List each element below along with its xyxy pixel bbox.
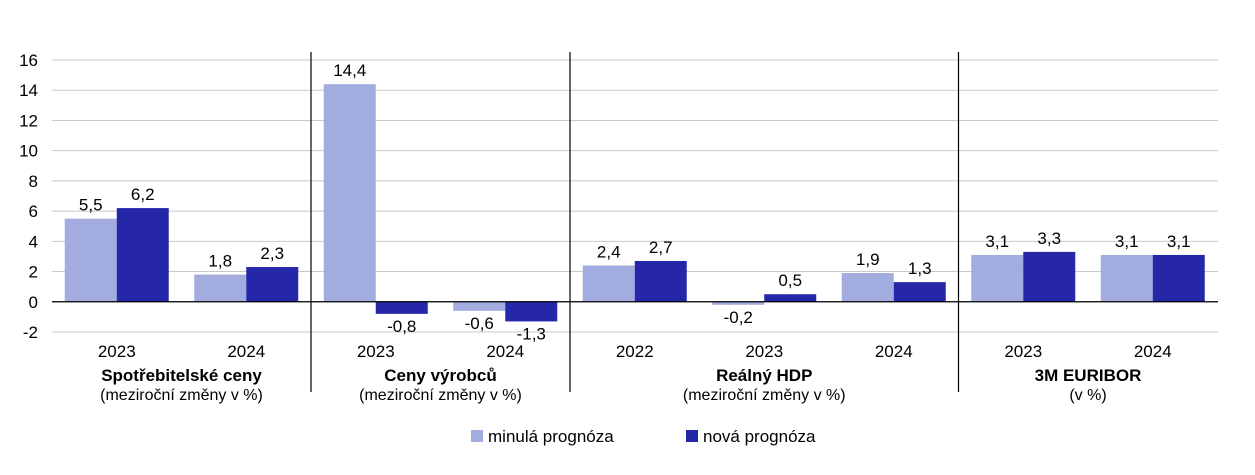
data-label: 3,1 <box>1167 232 1191 251</box>
y-tick-label: 8 <box>29 172 38 191</box>
group-subtitle: (meziroční změny v %) <box>100 387 263 404</box>
data-label: 2,3 <box>260 244 284 263</box>
bar <box>634 260 687 302</box>
bar <box>1152 254 1205 302</box>
data-label: 3,3 <box>1037 229 1061 248</box>
x-tick-label: 2024 <box>227 342 265 361</box>
x-tick-label: 2023 <box>1004 342 1042 361</box>
bar <box>893 282 946 302</box>
x-tick-label: 2023 <box>745 342 783 361</box>
data-label: -0,6 <box>465 314 494 333</box>
data-label: 14,4 <box>333 61 366 80</box>
legend-label: nová prognóza <box>703 427 816 446</box>
bar <box>841 273 894 302</box>
group-subtitle: (meziroční změny v %) <box>683 387 846 404</box>
group-title: 3M EURIBOR <box>1035 366 1142 385</box>
group-title: Reálný HDP <box>716 366 812 385</box>
y-tick-label: 16 <box>19 51 38 70</box>
data-label: 3,1 <box>985 232 1009 251</box>
y-tick-label: 6 <box>29 202 38 221</box>
bar <box>971 254 1024 302</box>
bar <box>323 84 376 302</box>
data-label: 0,5 <box>778 271 802 290</box>
bar <box>246 267 299 302</box>
data-label: -0,8 <box>387 317 416 336</box>
group-title: Ceny výrobců <box>384 366 496 385</box>
y-tick-label: -2 <box>23 323 38 342</box>
legend-label: minulá prognóza <box>488 427 614 446</box>
y-tick-label: 14 <box>19 81 38 100</box>
group-subtitle: (v %) <box>1069 387 1106 404</box>
x-tick-label: 2022 <box>616 342 654 361</box>
y-tick-label: 10 <box>19 142 38 161</box>
data-label: 1,8 <box>208 252 232 271</box>
legend-swatch <box>471 430 483 442</box>
data-label: 1,9 <box>856 250 880 269</box>
x-tick-label: 2024 <box>875 342 913 361</box>
x-tick-label: 2023 <box>357 342 395 361</box>
data-label: 1,3 <box>908 259 932 278</box>
bar <box>116 208 169 302</box>
data-label: 2,7 <box>649 238 673 257</box>
data-label: -0,2 <box>724 308 753 327</box>
bar <box>64 218 117 302</box>
bar <box>712 301 765 305</box>
legend-swatch <box>686 430 698 442</box>
bar <box>505 301 558 322</box>
data-label: 6,2 <box>131 185 155 204</box>
y-tick-label: 12 <box>19 111 38 130</box>
data-label: 3,1 <box>1115 232 1139 251</box>
y-tick-label: 0 <box>29 293 38 312</box>
x-tick-label: 2023 <box>98 342 136 361</box>
y-tick-label: 2 <box>29 263 38 282</box>
bar <box>582 265 635 302</box>
x-tick-label: 2024 <box>1134 342 1172 361</box>
data-label: 2,4 <box>597 243 621 262</box>
bar <box>1023 251 1076 302</box>
bar <box>375 301 428 314</box>
x-tick-label: 2024 <box>486 342 524 361</box>
bar <box>194 274 247 302</box>
bar <box>764 294 817 302</box>
group-subtitle: (meziroční změny v %) <box>359 387 522 404</box>
y-tick-label: 4 <box>29 232 38 251</box>
group-title: Spotřebitelské ceny <box>101 366 262 385</box>
data-label: -1,3 <box>517 324 546 343</box>
data-label: 5,5 <box>79 196 103 215</box>
bar <box>1100 254 1153 302</box>
bar <box>453 301 506 311</box>
